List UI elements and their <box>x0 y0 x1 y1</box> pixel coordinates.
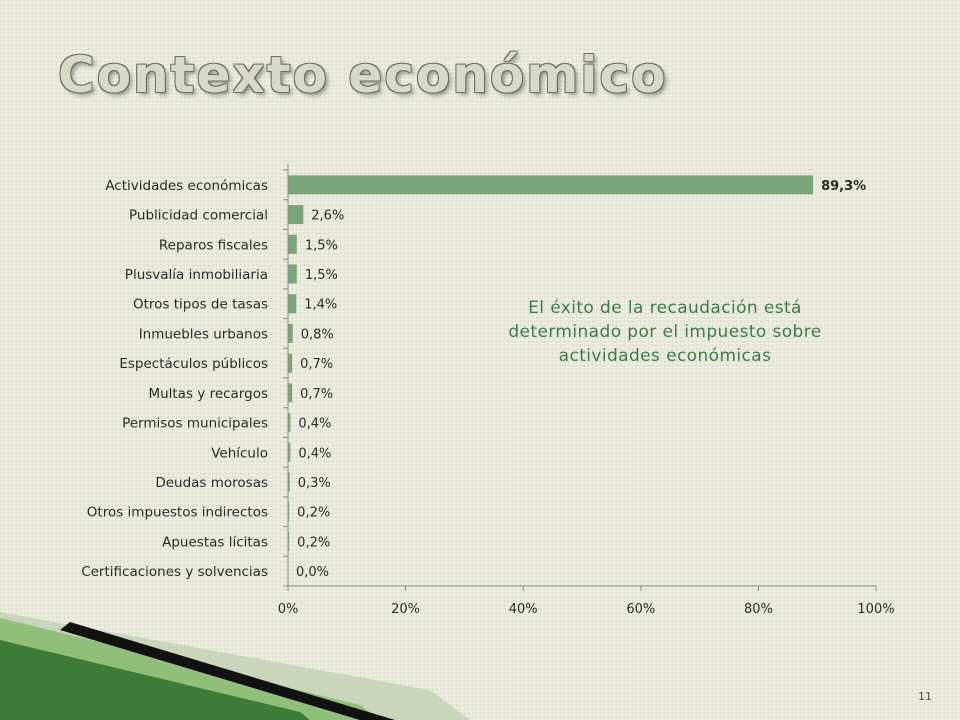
value-label: 1,5% <box>305 268 338 283</box>
chart-annotation: El éxito de la recaudación está determin… <box>508 298 822 366</box>
x-tick-label: 80% <box>744 602 773 617</box>
category-labels: Actividades económicas Publicidad comerci… <box>81 178 268 580</box>
value-label: 0,2% <box>297 506 330 521</box>
bar <box>288 502 290 522</box>
bar <box>288 264 297 284</box>
category-label: Permisos municipales <box>122 416 268 432</box>
value-label: 0,7% <box>300 357 333 372</box>
bar <box>288 294 297 314</box>
category-label: Publicidad comercial <box>129 208 268 224</box>
bar <box>288 472 290 492</box>
x-tick-label: 40% <box>509 602 538 617</box>
x-tick-label: 60% <box>626 602 655 617</box>
x-tick-label: 0% <box>278 602 299 617</box>
axes <box>283 164 877 591</box>
bar <box>288 175 814 195</box>
x-tick-label: 100% <box>857 602 894 617</box>
bar <box>288 234 297 254</box>
category-label: Vehículo <box>211 445 268 461</box>
category-label: Certificaciones y solvencias <box>81 564 268 580</box>
bar <box>288 531 290 551</box>
value-labels: 89,3% 2,6% 1,5% 1,5% 1,4% 0,8% 0,7% 0,7% 0,4% 0,4… <box>296 179 866 580</box>
category-label: Multas y recargos <box>148 386 268 402</box>
category-label: Otros tipos de tasas <box>133 297 268 313</box>
category-label: Reparos fiscales <box>159 237 268 253</box>
value-label: 1,4% <box>304 298 337 313</box>
slide-title: Contexto económico <box>58 46 668 104</box>
bar <box>288 205 304 225</box>
bar <box>288 383 293 403</box>
value-label: 0,4% <box>298 446 331 461</box>
category-label: Apuestas lícitas <box>162 534 268 550</box>
x-axis-ticks: 0% 20% 40% 60% 80% 100% <box>278 602 895 617</box>
corner-stripe-black <box>60 622 395 720</box>
category-label: Espectáculos públicos <box>119 356 268 372</box>
value-label: 0,4% <box>298 417 331 432</box>
value-label: 1,5% <box>305 238 338 253</box>
x-tick-label: 20% <box>391 602 420 617</box>
page-number: 11 <box>918 690 932 703</box>
category-label: Actividades económicas <box>105 178 268 194</box>
category-label: Plusvalía inmobiliaria <box>125 267 268 283</box>
bar <box>288 323 293 343</box>
value-label: 0,3% <box>298 476 331 491</box>
value-label: 89,3% <box>821 179 866 194</box>
value-label: 0,7% <box>300 387 333 402</box>
value-label: 2,6% <box>311 209 344 224</box>
bar <box>288 413 291 433</box>
category-label: Inmuebles urbanos <box>139 326 268 342</box>
bar <box>288 353 293 373</box>
value-label: 0,8% <box>301 327 334 342</box>
category-label: Deudas morosas <box>155 475 268 491</box>
category-label: Otros impuestos indirectos <box>87 505 268 521</box>
corner-stripe-dark <box>0 640 310 720</box>
bars <box>288 175 814 551</box>
value-label: 0,0% <box>296 565 329 580</box>
bar <box>288 442 291 462</box>
value-label: 0,2% <box>297 535 330 550</box>
